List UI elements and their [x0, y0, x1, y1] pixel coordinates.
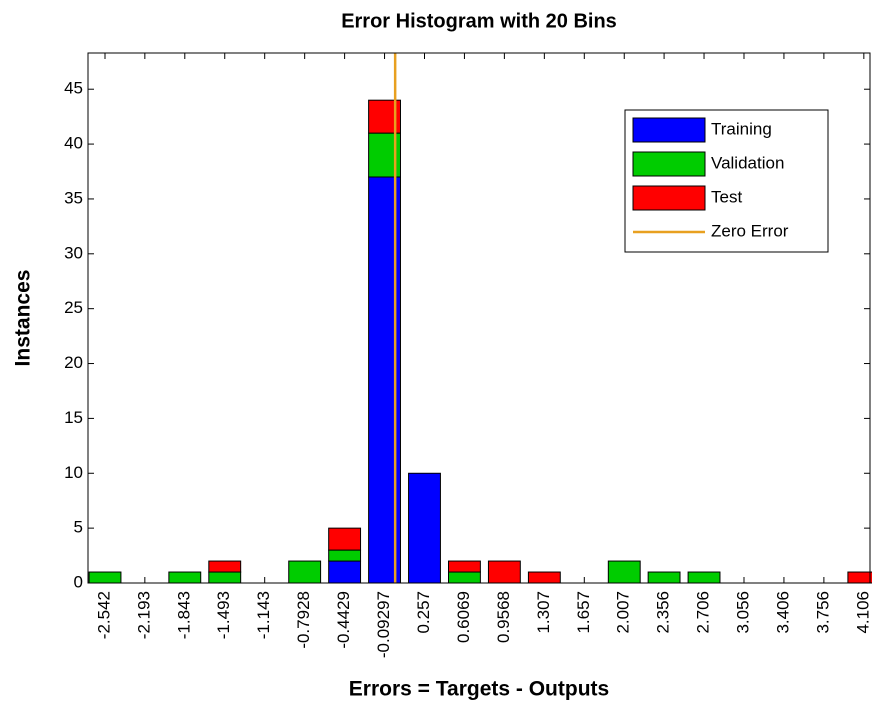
x-tick-label: 0.9568: [494, 591, 513, 643]
y-tick-label: 15: [64, 408, 83, 427]
y-tick-label: 5: [74, 518, 83, 537]
x-tick-label: 3.406: [773, 591, 792, 634]
x-axis-label: Errors = Targets - Outputs: [349, 678, 609, 701]
legend-swatch: [632, 151, 706, 177]
y-tick-label: 40: [64, 134, 83, 153]
y-axis-label: Instances: [12, 270, 35, 367]
x-tick-label: -0.4429: [334, 591, 353, 649]
legend-swatch: [632, 185, 706, 211]
bar-segment: [527, 571, 561, 584]
bar-segment: [208, 560, 242, 573]
legend-swatch: [632, 117, 706, 143]
x-tick-label: -0.09297: [374, 591, 393, 658]
x-tick-label: 1.307: [534, 591, 553, 634]
legend-label: Test: [711, 187, 742, 206]
x-tick-label: 0.6069: [454, 591, 473, 643]
bar-segment: [647, 571, 681, 584]
x-tick-label: 3.756: [813, 591, 832, 634]
bar-segment: [88, 571, 122, 584]
y-tick-label: 10: [64, 463, 83, 482]
bar-segment: [607, 560, 641, 584]
y-tick-label: 0: [74, 572, 83, 591]
x-tick-label: -1.143: [254, 591, 273, 639]
x-tick-label: -2.542: [94, 591, 113, 639]
bar-segment: [448, 571, 481, 584]
x-tick-label: -1.493: [214, 591, 233, 639]
x-tick-label: 2.706: [694, 591, 713, 634]
legend-label: Validation: [711, 153, 784, 172]
y-tick-label: 45: [64, 79, 83, 98]
bar-segment: [208, 571, 242, 584]
bar-segment: [328, 527, 362, 551]
y-tick-label: 35: [64, 188, 83, 207]
bar-segment: [168, 571, 202, 584]
chart-title: Error Histogram with 20 Bins: [341, 10, 617, 32]
bar-segment: [328, 549, 362, 562]
bar-segment: [847, 571, 872, 584]
y-tick-label: 20: [64, 353, 83, 372]
plot-border: [87, 52, 871, 584]
bar-segment: [448, 560, 481, 573]
bar-segment: [487, 560, 521, 584]
x-tick-label: 4.106: [853, 591, 872, 634]
bar-segment: [328, 560, 362, 584]
y-tick-label: 25: [64, 298, 83, 317]
x-tick-label: 2.356: [654, 591, 673, 634]
x-tick-label: 1.657: [574, 591, 593, 634]
y-tick-label: 30: [64, 243, 83, 262]
x-tick-label: -2.193: [134, 591, 153, 639]
bar-segment: [408, 472, 441, 584]
x-tick-label: 3.056: [733, 591, 752, 634]
x-tick-label: -0.7928: [294, 591, 313, 649]
legend-label: Zero Error: [711, 221, 789, 240]
bar-segment: [687, 571, 721, 584]
legend-label: Training: [711, 119, 772, 138]
x-tick-label: 2.007: [614, 591, 633, 634]
x-tick-label: -1.843: [174, 591, 193, 639]
bar-segment: [288, 560, 322, 584]
x-tick-label: 0.257: [414, 591, 433, 634]
